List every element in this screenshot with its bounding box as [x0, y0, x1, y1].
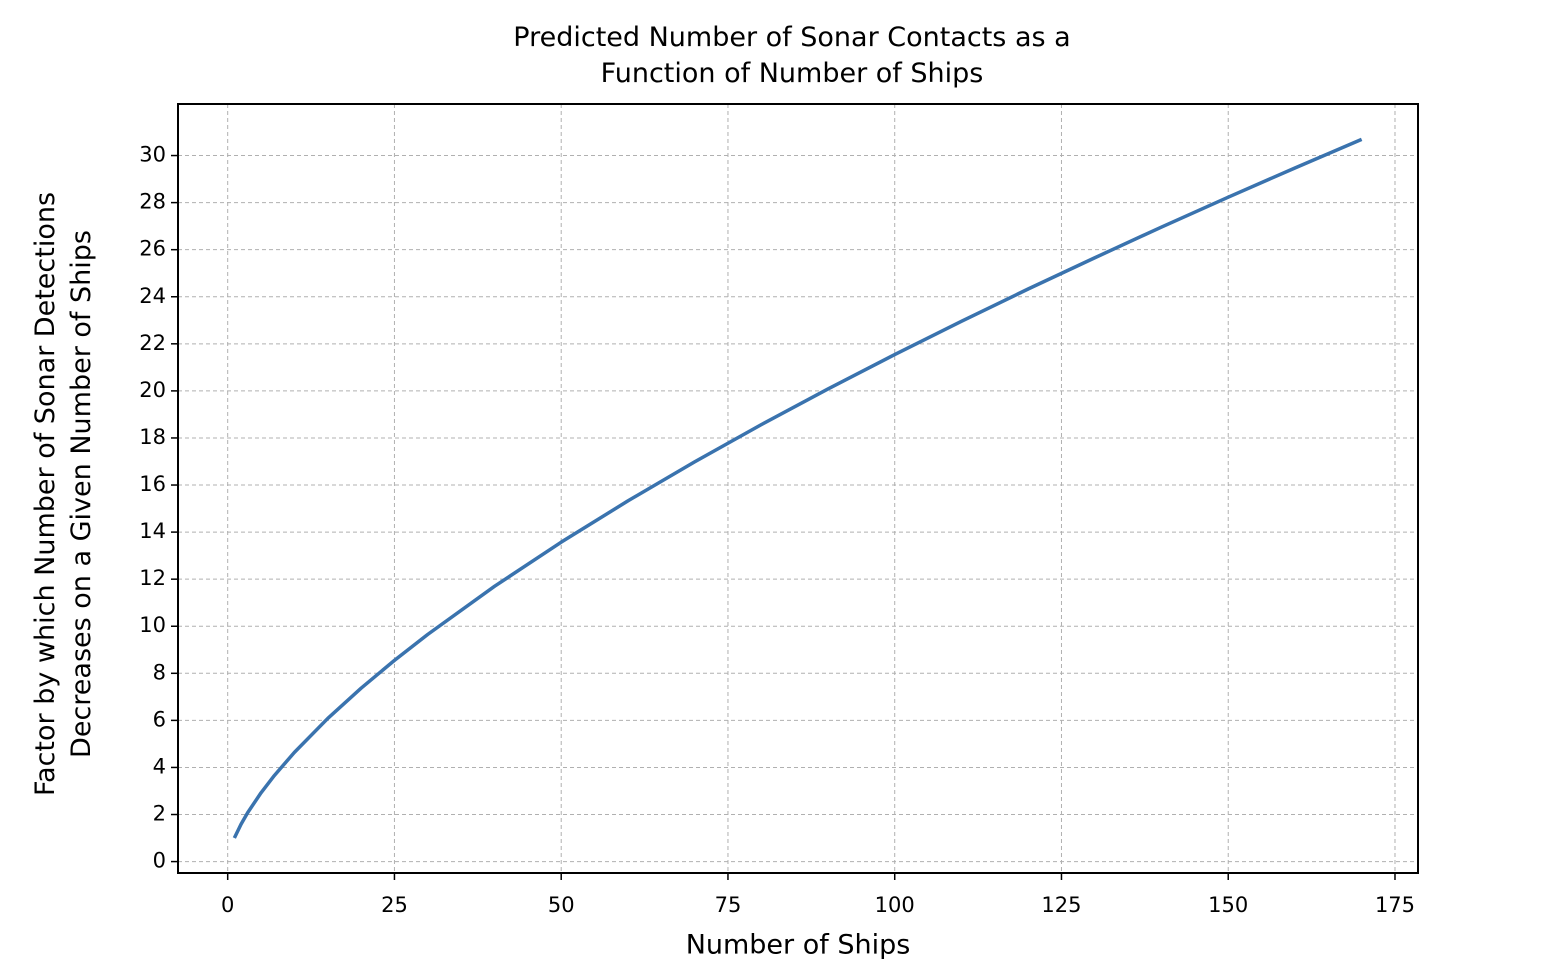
plot-frame	[177, 103, 1419, 874]
y-tick-label: 18	[139, 425, 166, 449]
y-tick-label: 22	[139, 331, 166, 355]
x-tick-label: 25	[381, 893, 408, 917]
y-tick-label: 2	[153, 802, 166, 826]
y-tick-label: 12	[139, 566, 166, 590]
y-tick-label: 4	[153, 754, 166, 778]
y-tick-label: 30	[139, 143, 166, 167]
x-axis-label: Number of Ships	[686, 930, 911, 961]
y-tick-label: 28	[139, 190, 166, 214]
y-tick-label: 6	[153, 707, 166, 731]
y-axis-label: Factor by which Number of Sonar Detectio…	[30, 192, 97, 796]
y-tick-label: 20	[139, 378, 166, 402]
y-tick-label: 14	[139, 519, 166, 543]
x-tick-label: 75	[715, 893, 742, 917]
x-tick-label: 50	[548, 893, 575, 917]
y-tick-label: 24	[139, 284, 166, 308]
x-tick-label: 125	[1041, 893, 1081, 917]
y-tick-label: 16	[139, 472, 166, 496]
y-tick-label: 26	[139, 237, 166, 261]
x-tick-label: 175	[1375, 893, 1415, 917]
x-tick-label: 0	[221, 893, 234, 917]
x-tick-label: 150	[1208, 893, 1248, 917]
y-tick-label: 10	[139, 613, 166, 637]
x-tick-label: 100	[875, 893, 915, 917]
line-series	[232, 137, 1363, 839]
y-tick-label: 0	[153, 849, 166, 873]
y-tick-label: 8	[153, 660, 166, 684]
